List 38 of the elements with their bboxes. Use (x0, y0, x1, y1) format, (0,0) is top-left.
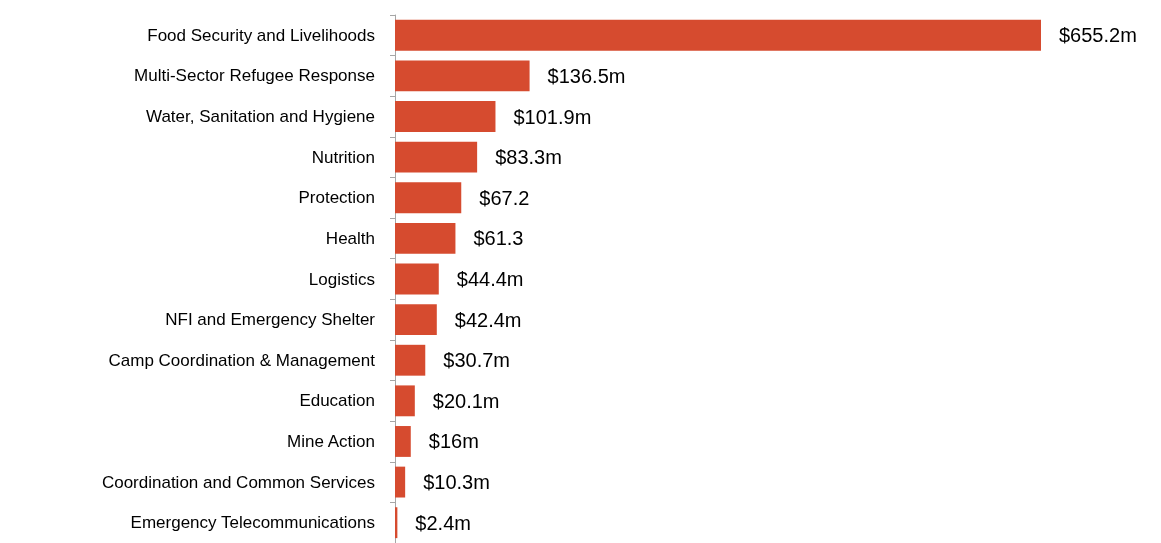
data-label: $42.4m (454, 308, 522, 331)
bar (395, 101, 496, 132)
data-label: $136.5m (547, 64, 626, 87)
data-label: $83.3m (495, 146, 562, 169)
bar (395, 304, 437, 336)
y-tick-label: Coordination and Common Services (101, 472, 375, 492)
y-tick-label: Water, Sanitation and Hygiene (145, 107, 375, 127)
bar (395, 344, 426, 376)
y-tick-label: Camp Coordination & Management (108, 350, 376, 370)
y-tick-label: NFI and Emergency Shelter (165, 310, 376, 330)
data-label: $30.7m (443, 349, 510, 372)
data-label: $2.4m (415, 511, 471, 534)
y-tick-label: Logistics (308, 269, 375, 289)
data-label: $67.2 (479, 186, 530, 209)
bar (395, 263, 439, 295)
y-tick-label: Multi-Sector Refugee Response (134, 66, 375, 86)
data-label: $61.3 (473, 227, 524, 250)
data-label: $20.1m (432, 389, 500, 412)
bar (395, 60, 530, 92)
data-label: $16m (428, 430, 479, 453)
bar (395, 466, 406, 498)
bar (395, 222, 456, 254)
y-tick-label: Health (325, 228, 375, 248)
data-label: $44.4m (456, 268, 524, 290)
y-tick-label: Education (299, 391, 375, 411)
y-tick-label: Protection (298, 188, 375, 208)
bar (395, 141, 478, 173)
bar (395, 426, 411, 457)
y-tick-label: Emergency Telecommunications (130, 513, 375, 533)
y-tick-label: Mine Action (287, 431, 375, 451)
y-tick-label: Nutrition (311, 147, 375, 167)
data-label: $10.3m (423, 471, 490, 494)
data-label: $655.2m (1059, 24, 1137, 47)
data-label: $101.9m (513, 105, 592, 128)
bar (395, 19, 1041, 51)
y-tick-label: Food Security and Livelihoods (147, 25, 375, 45)
bar (395, 385, 415, 417)
bar (395, 182, 462, 214)
